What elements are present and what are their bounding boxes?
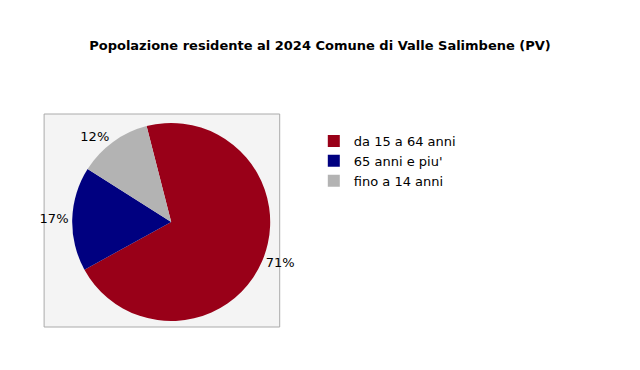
svg-text:17%: 17% — [40, 211, 69, 226]
svg-text:Popolazione residente al 2024: Popolazione residente al 2024 Comune di … — [89, 38, 551, 53]
svg-text:65 anni e piu': 65 anni e piu' — [354, 154, 443, 169]
svg-text:12%: 12% — [80, 129, 109, 144]
svg-text:71%: 71% — [266, 255, 295, 270]
svg-text:da 15 a 64 anni: da 15 a 64 anni — [354, 134, 456, 149]
svg-text:fino a 14 anni: fino a 14 anni — [354, 174, 443, 189]
